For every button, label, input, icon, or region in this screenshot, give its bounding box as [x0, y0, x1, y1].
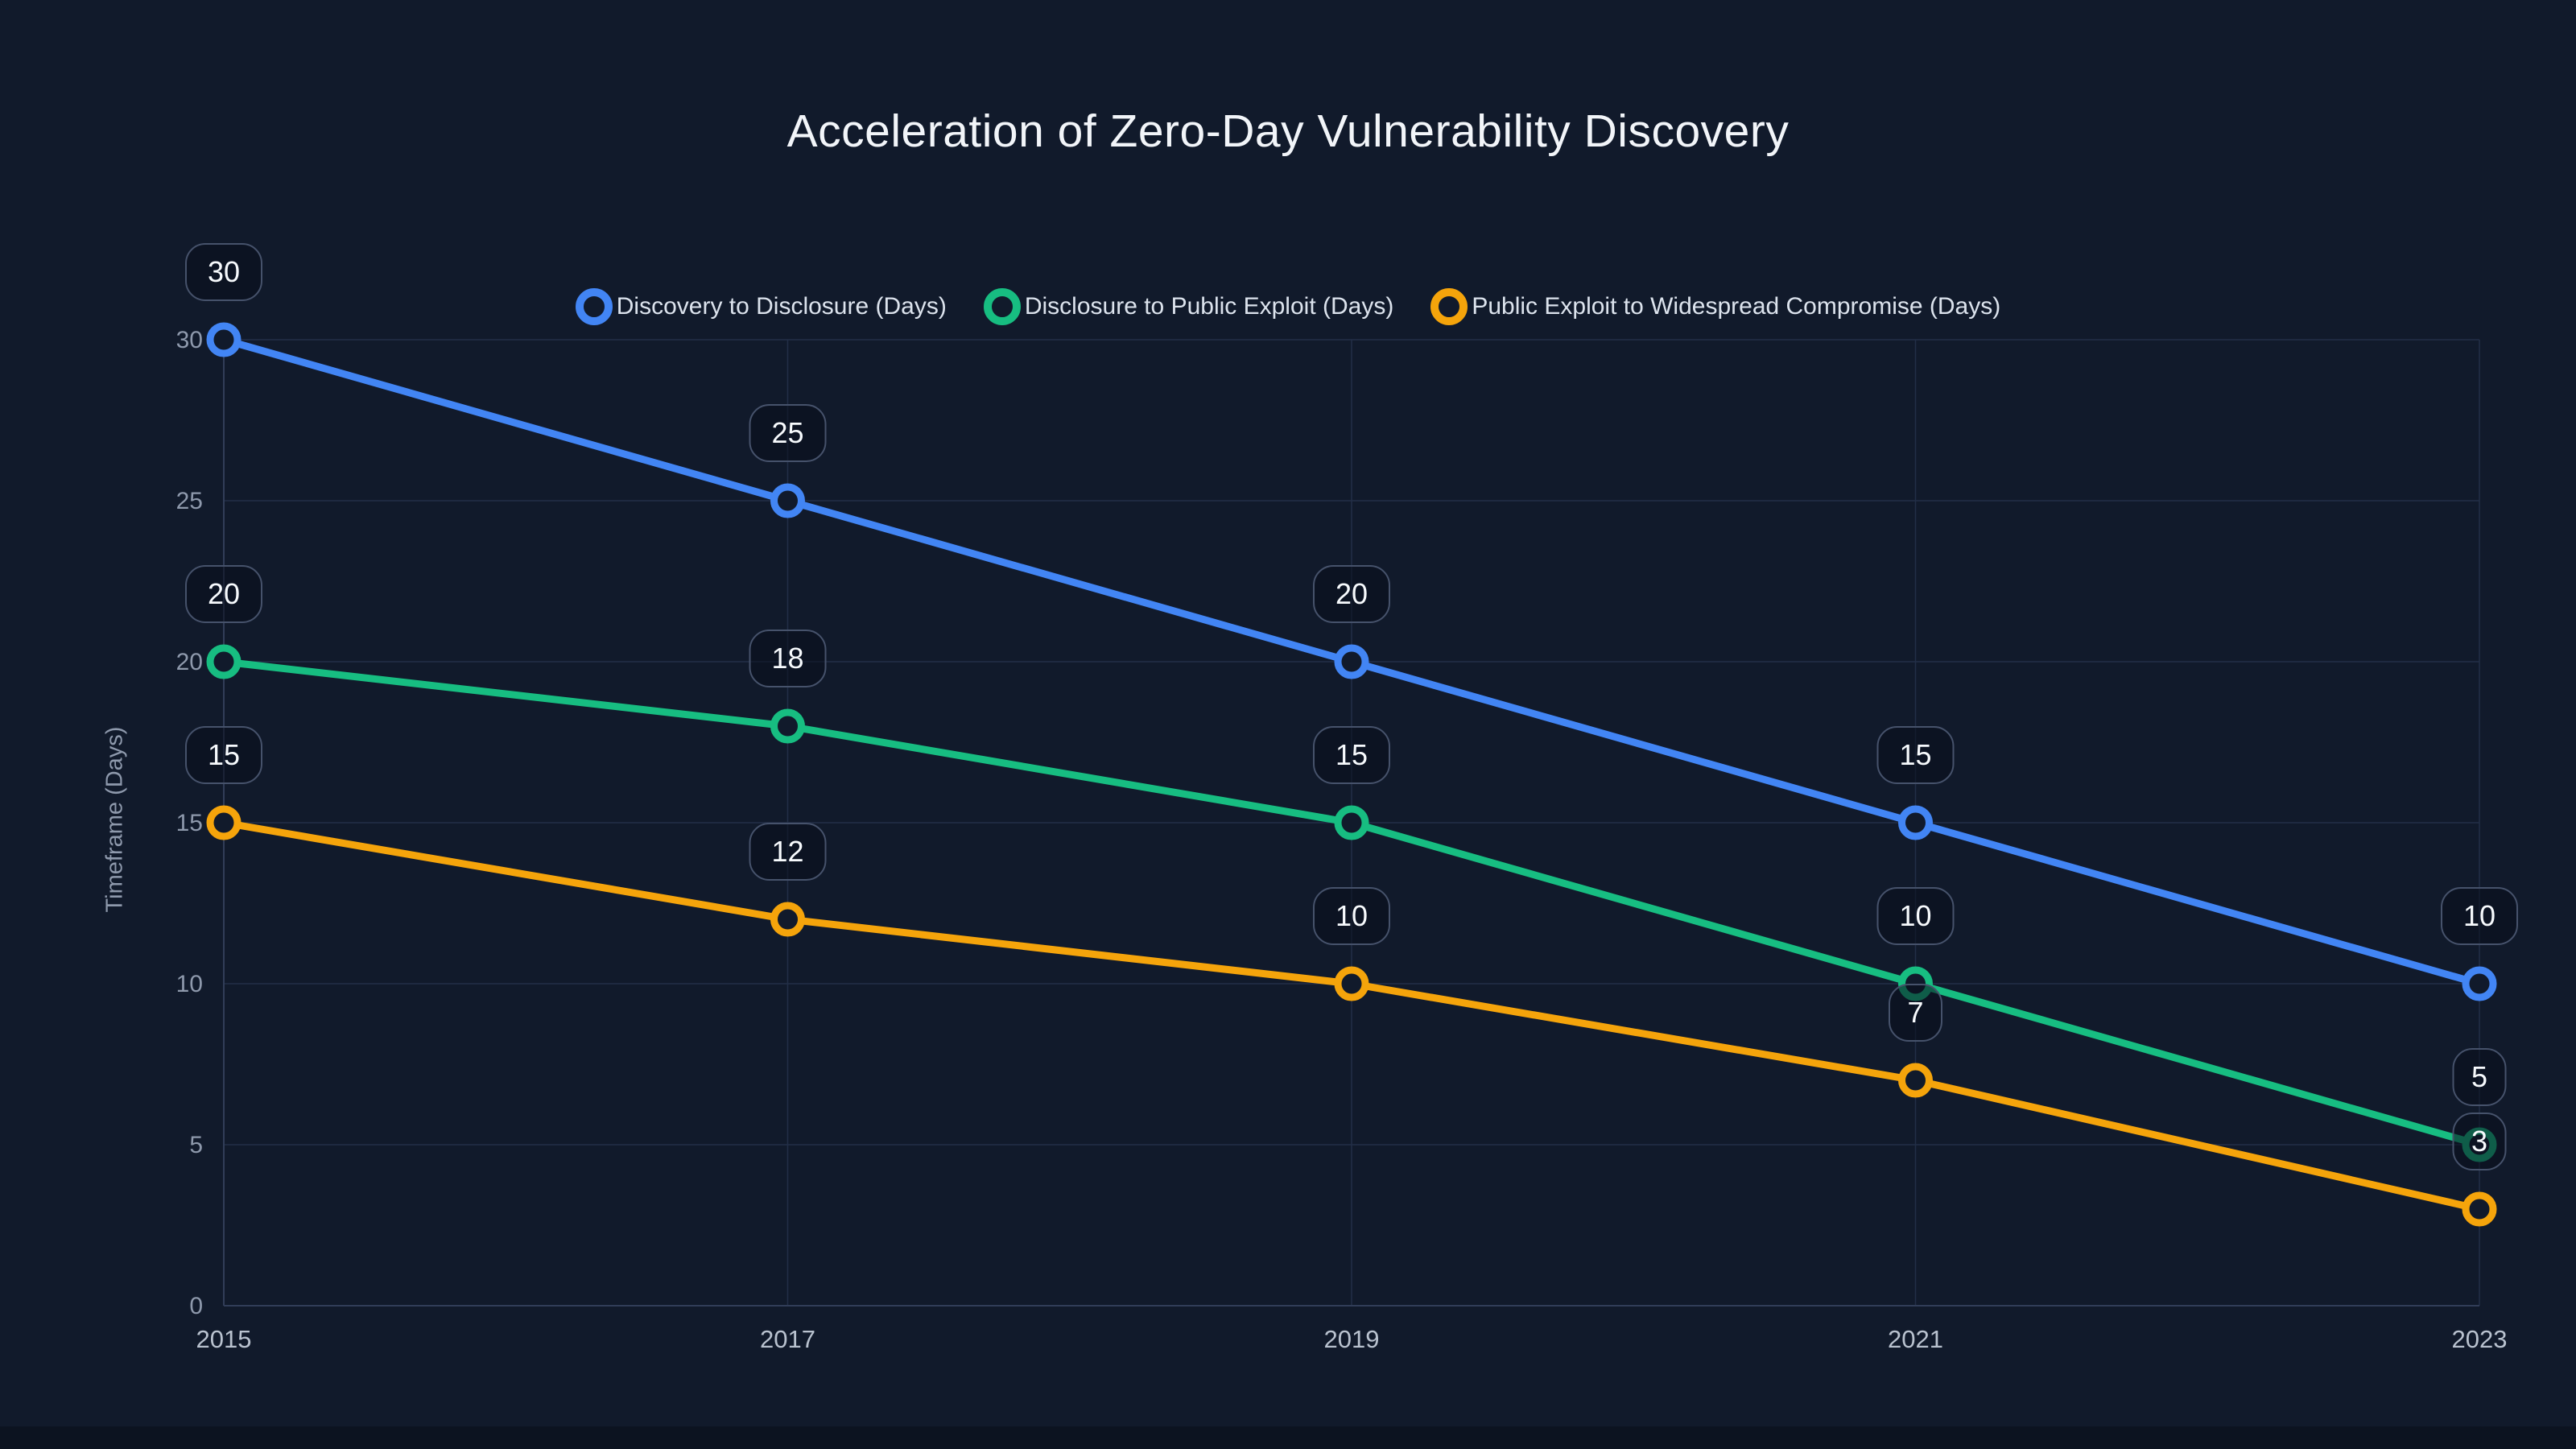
data-point-marker-s1-x2019[interactable]: [1334, 805, 1369, 840]
data-label-box: [185, 243, 262, 301]
data-label-value: 30: [208, 255, 240, 288]
data-point-marker-s2-x2017[interactable]: [770, 902, 805, 937]
y-tick-label: 25: [176, 488, 203, 514]
legend-item-discovery-to-disclosure[interactable]: Discovery to Disclosure (Days): [575, 288, 947, 325]
data-label-box: [185, 726, 262, 784]
data-point-label: 10: [1876, 887, 1955, 945]
data-point-label: 7: [1889, 984, 1942, 1042]
data-label-value: 7: [1907, 996, 1923, 1029]
data-label-box: [2452, 1113, 2507, 1170]
data-label-box: [1313, 565, 1390, 623]
data-label-box: [2441, 887, 2518, 945]
y-tick-label: 5: [189, 1132, 203, 1158]
data-label-box: [2452, 1048, 2507, 1106]
data-label-box: [1889, 984, 1942, 1042]
x-tick-label: 2023: [2452, 1325, 2508, 1353]
data-point-label: 10: [2441, 887, 2518, 945]
bottom-edge-strip: [0, 1426, 2576, 1449]
y-tick-label: 0: [189, 1293, 203, 1319]
legend-ring-icon: [1430, 288, 1468, 325]
y-tick-label: 10: [176, 971, 203, 997]
data-labels-layer: 30 25 20 15 10 20 18 15 10 5 15 12 10 7 3: [185, 243, 2518, 1170]
data-label-value: 15: [1899, 738, 1931, 771]
data-label-box: [185, 565, 262, 623]
data-point-label: 10: [1313, 887, 1390, 945]
x-tick-label: 2019: [1324, 1325, 1380, 1353]
legend-ring-icon: [575, 288, 613, 325]
data-point-marker-s0-x2017[interactable]: [770, 483, 805, 518]
data-label-box: [1876, 887, 1955, 945]
data-label-value: 18: [771, 642, 803, 675]
data-label-value: 10: [1335, 899, 1368, 932]
data-point-marker-s1-x2015[interactable]: [206, 644, 242, 679]
data-point-label: 20: [1313, 565, 1390, 623]
x-tick-label: 2015: [196, 1325, 252, 1353]
data-point-label: 15: [1313, 726, 1390, 784]
legend-ring-icon: [983, 288, 1021, 325]
data-point-label: 30: [185, 243, 262, 301]
data-label-box: [1313, 726, 1390, 784]
data-point-marker-s0-x2021[interactable]: [1898, 805, 1933, 840]
data-point-label: 20: [185, 565, 262, 623]
data-label-value: 5: [2471, 1060, 2487, 1093]
data-label-value: 20: [208, 577, 240, 610]
data-label-box: [749, 404, 827, 462]
data-point-label: 12: [749, 823, 827, 881]
y-tick-label: 30: [176, 327, 203, 353]
data-point-marker-s1-x2017[interactable]: [770, 708, 805, 744]
data-label-box: [1876, 726, 1955, 784]
data-point-label: 25: [749, 404, 827, 462]
data-label-value: 10: [1899, 899, 1931, 932]
data-point-marker-s2-x2019[interactable]: [1334, 966, 1369, 1001]
y-tick-label: 20: [176, 649, 203, 675]
data-label-value: 3: [2471, 1125, 2487, 1158]
data-label-value: 15: [1335, 738, 1368, 771]
data-point-marker-s0-x2015[interactable]: [206, 322, 242, 357]
y-tick-label: 15: [176, 810, 203, 836]
data-point-marker-s2-x2021[interactable]: [1898, 1063, 1933, 1098]
data-point-label: 15: [1876, 726, 1955, 784]
data-label-box: [749, 823, 827, 881]
chart-title: Acceleration of Zero-Day Vulnerability D…: [786, 105, 1790, 157]
x-tick-label: 2017: [760, 1325, 815, 1353]
data-point-marker-s0-x2023[interactable]: [2462, 966, 2497, 1001]
data-label-box: [749, 630, 827, 687]
data-label-box: [1313, 887, 1390, 945]
data-point-label: 5: [2452, 1048, 2507, 1106]
data-point-label: 18: [749, 630, 827, 687]
data-label-value: 12: [771, 835, 803, 868]
data-point-marker-s2-x2023[interactable]: [2462, 1191, 2497, 1227]
data-label-value: 20: [1335, 577, 1368, 610]
legend-item-disclosure-to-public-exploit[interactable]: Disclosure to Public Exploit (Days): [983, 288, 1394, 325]
data-point-marker-s0-x2019[interactable]: [1334, 644, 1369, 679]
data-point-marker-s2-x2015[interactable]: [206, 805, 242, 840]
x-tick-label: 2021: [1888, 1325, 1943, 1353]
legend-item-public-exploit-to-widespread-compromise[interactable]: Public Exploit to Widespread Compromise …: [1430, 288, 2000, 325]
legend-label: Disclosure to Public Exploit (Days): [1024, 293, 1394, 320]
data-label-value: 25: [771, 416, 803, 449]
data-point-label: 3: [2452, 1113, 2507, 1170]
data-label-value: 15: [208, 738, 240, 771]
data-label-value: 10: [2463, 899, 2496, 932]
legend: Discovery to Disclosure (Days) Disclosur…: [0, 288, 2576, 325]
data-point-label: 15: [185, 726, 262, 784]
legend-label: Public Exploit to Widespread Compromise …: [1472, 293, 2001, 320]
legend-label: Discovery to Disclosure (Days): [616, 293, 947, 320]
